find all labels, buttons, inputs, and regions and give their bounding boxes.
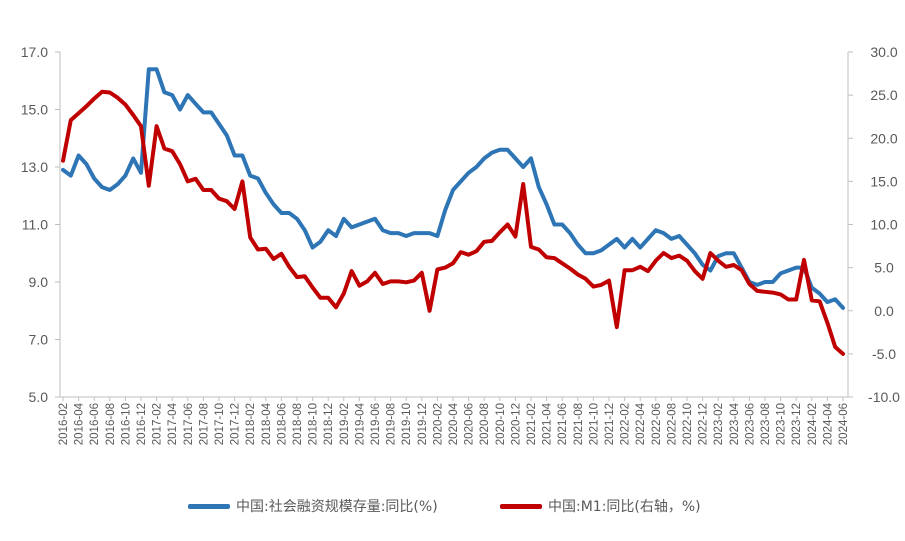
x-tick-label: 2016-06	[89, 403, 101, 445]
x-tick-label: 2016-04	[74, 402, 86, 445]
right-y-tick-label: -5.0	[872, 346, 896, 362]
left-y-tick-label: 9.0	[29, 274, 49, 290]
x-tick-label: 2016-12	[136, 403, 148, 445]
x-tick-label: 2021-10	[588, 403, 600, 445]
x-tick-label: 2024-04	[822, 402, 834, 445]
x-tick-label: 2018-10	[308, 403, 320, 445]
x-tick-label: 2017-04	[167, 402, 179, 445]
x-tick-label: 2019-04	[354, 402, 366, 445]
x-tick-label: 2022-08	[666, 403, 678, 445]
left-y-tick-label: 13.0	[21, 159, 48, 175]
x-tick-label: 2019-10	[401, 403, 413, 445]
x-tick-label: 2018-08	[292, 403, 304, 445]
x-tick-label: 2024-06	[838, 403, 850, 445]
x-tick-label: 2018-02	[245, 403, 257, 445]
x-tick-label: 2018-06	[276, 403, 288, 445]
x-tick-label: 2023-12	[791, 403, 803, 445]
x-tick-label: 2019-08	[386, 403, 398, 445]
x-tick-label: 2021-02	[526, 403, 538, 445]
series-line-m1	[61, 89, 845, 356]
x-tick-label: 2023-04	[729, 402, 741, 445]
x-tick-label: 2017-02	[152, 403, 164, 445]
x-tick-label: 2020-08	[479, 403, 491, 445]
series-layer	[61, 67, 845, 356]
left-y-tick-label: 15.0	[21, 102, 48, 118]
x-tick-label: 2019-06	[370, 403, 382, 445]
x-tick-label: 2022-10	[682, 403, 694, 445]
x-tick-label: 2021-06	[557, 403, 569, 445]
x-tick-label: 2023-08	[760, 403, 772, 445]
right-y-tick-label: 25.0	[870, 87, 897, 103]
x-tick-label: 2017-12	[230, 403, 242, 445]
x-tick-label: 2023-02	[713, 403, 725, 445]
x-tick-label: 2022-04	[635, 402, 647, 445]
legend-swatch-blue	[188, 503, 230, 509]
legend-item-series-1: 中国:社会融资规模存量:同比(%)	[188, 496, 438, 516]
right-y-tick-label: 5.0	[874, 260, 894, 276]
x-tick-label: 2022-02	[620, 403, 632, 445]
x-tick-label: 2016-02	[58, 403, 70, 445]
left-y-tick-label: 7.0	[29, 332, 49, 348]
legend-label-2: 中国:M1:同比(右轴，%)	[548, 499, 701, 515]
right-y-tick-label: -10.0	[868, 389, 900, 405]
x-tick-label: 2021-04	[542, 402, 554, 445]
x-tick-label: 2021-12	[604, 403, 616, 445]
right-y-tick-label: 20.0	[870, 130, 897, 146]
x-tick-label: 2023-10	[776, 403, 788, 445]
x-tick-label: 2016-10	[120, 403, 132, 445]
x-tick-label: 2020-02	[432, 403, 444, 445]
x-tick-label: 2020-06	[464, 403, 476, 445]
left-y-tick-label: 5.0	[29, 389, 49, 405]
x-tick-label: 2017-06	[183, 403, 195, 445]
right-y-tick-label: 0.0	[874, 303, 894, 319]
x-tick-label: 2020-04	[448, 402, 460, 445]
x-tick-label: 2018-04	[261, 402, 273, 445]
x-tick-label: 2018-12	[323, 403, 335, 445]
right-y-tick-label: 30.0	[870, 44, 897, 60]
x-tick-label: 2020-12	[510, 403, 522, 445]
x-tick-label: 2016-08	[105, 403, 117, 445]
right-y-tick-label: 10.0	[870, 217, 897, 233]
left-y-tick-label: 17.0	[21, 44, 48, 60]
x-tick-label: 2017-08	[198, 403, 210, 445]
legend-item-series-2: 中国:M1:同比(右轴，%)	[500, 496, 701, 516]
x-tick-label: 2019-12	[417, 403, 429, 445]
x-tick-label: 2023-06	[744, 403, 756, 445]
x-tick-label: 2024-02	[807, 403, 819, 445]
legend-swatch-red	[500, 503, 542, 509]
left-y-tick-label: 11.0	[22, 217, 48, 233]
x-tick-label: 2020-10	[495, 403, 507, 445]
right-y-tick-label: 15.0	[870, 173, 897, 189]
x-tick-label: 2021-08	[573, 403, 585, 445]
series-line-social-financing	[61, 67, 845, 310]
x-tick-label: 2019-02	[339, 403, 351, 445]
legend-label-1: 中国:社会融资规模存量:同比(%)	[236, 499, 438, 515]
axes: 5.0 7.0 9.0 11.0 13.0 15.0 17.0 -10.0 -5.0 0.0 5.0…	[21, 44, 900, 445]
x-tick-label: 2017-10	[214, 403, 226, 445]
x-tick-label: 2022-06	[651, 403, 663, 445]
x-tick-label: 2022-12	[698, 403, 710, 445]
